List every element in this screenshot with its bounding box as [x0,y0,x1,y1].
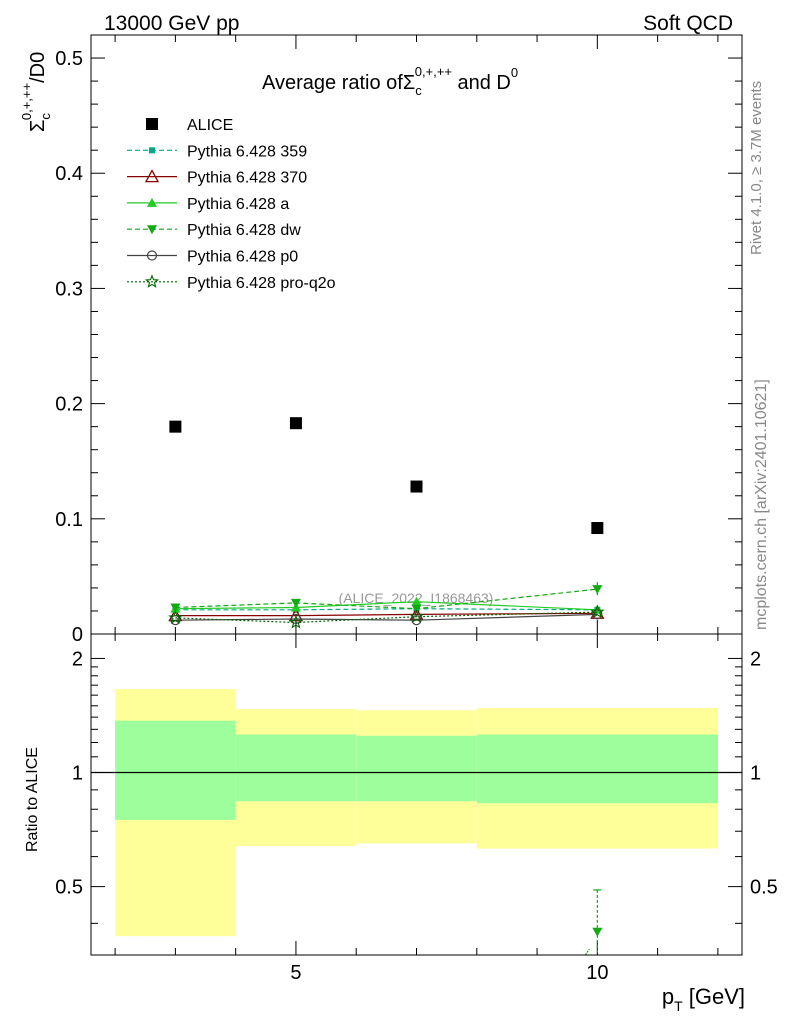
main-ytick-label: 0.5 [55,48,83,70]
x-tick-label: 10 [586,962,608,984]
x-axis-label: pT [GeV] [662,984,745,1014]
legend-label: Pythia 6.428 pro-q2o [187,275,336,292]
stat-uncertainty-band [356,735,477,802]
energy-label: 13000 GeV pp [104,12,239,35]
chart-title: Average ratio ofΣc 0,+,++ and D0 [262,64,518,98]
title-subscript: c [415,83,422,98]
data-point [168,610,183,624]
ratio-frame [90,633,743,956]
ratio-points [584,889,603,956]
rivet-label: Rivet 4.1.0, ≥ 3.7M events [748,81,765,255]
legend-marker [144,169,160,183]
xlabel-subscript: T [674,998,683,1014]
data-point [290,598,301,608]
ratio-data-point [592,927,603,937]
stat-uncertainty-band [235,734,357,802]
ratio-y-axis-label: Ratio to ALICE [24,747,41,852]
legend-marker [147,197,157,207]
series-6 [168,604,605,629]
stat-uncertainty-band [115,720,236,820]
data-point [591,522,604,535]
series-0 [169,417,604,535]
legend-label: Pythia 6.428 p0 [187,249,298,266]
main-y-axis-label: Σc 0,+,++/D0 [19,52,53,132]
xlabel-main: p [662,984,674,1009]
series-line [175,611,598,624]
legend-entry: Pythia 6.428 pro-q2o [127,274,336,292]
main-ytick-label: 0 [72,624,83,646]
data-point [592,585,603,595]
series-line [175,612,598,617]
title-symbol: Σ [403,72,415,94]
ratio-ytick-label-right: 0.5 [750,877,778,899]
legend: ALICE Pythia 6.428 359 Pythia 6.428 370 Pyt… [127,117,336,292]
mcplots-label: mcplots.cern.ch [arXiv:2401.10621] [753,379,770,630]
main-ytick-label: 0.1 [55,509,83,531]
ratio-ytick-label-right: 2 [750,648,761,670]
ratio-panel: 0.5 0.5 1 1 2 2 5 10 [55,633,778,984]
ratio-ytick-label-left: 0.5 [55,877,83,899]
data-point [288,614,304,629]
title-prefix: Average ratio of [262,72,403,94]
ylabel-superscript: 0,+,++ [19,83,34,120]
legend-label: Pythia 6.428 a [187,196,289,213]
main-ytick-label: 0.2 [55,394,83,416]
legend-label: Pythia 6.428 dw [187,222,301,239]
ratio-ticks: 0.5 0.5 1 1 2 2 5 10 [55,634,778,984]
x-tick-label: 5 [290,962,301,984]
data-point [289,417,302,430]
data-point [411,596,422,606]
title-middle: and D [452,72,511,94]
legend-marker [146,118,158,130]
legend-marker [149,147,155,154]
category-label: Soft QCD [643,12,733,35]
main-ytick-label: 0.3 [55,278,83,300]
ratio-offscale-line [584,948,590,956]
ylabel-subscript: c [38,113,53,120]
data-point [169,420,182,433]
main-series [168,417,605,629]
legend-entry: Pythia 6.428 a [127,196,289,213]
data-point [290,613,302,625]
xlabel-rest: [GeV] [683,984,745,1009]
title-superscript-2: 0 [511,65,518,80]
data-point [592,609,603,620]
series-line [175,601,598,611]
main-ytick-label: 0.4 [55,163,83,185]
legend-entry: Pythia 6.428 359 [127,143,307,160]
data-point [411,604,422,614]
ratio-ytick-label-right: 1 [750,763,761,785]
data-point [410,480,423,493]
ylabel-rest: /D0 [27,52,49,83]
main-panel: 00.10.20.30.40.5 (ALICE_2022_I1868463) [55,34,743,646]
legend-marker [147,225,157,235]
data-point [170,603,181,613]
legend-marker [144,274,160,288]
ylabel-symbol: Σ [27,120,49,132]
data-point [409,609,424,623]
series-line [175,588,598,610]
stat-uncertainty-band [476,734,718,804]
legend-marker [146,250,158,261]
legend-label: Pythia 6.428 359 [187,143,307,160]
series-5 [170,609,603,626]
legend-label: Pythia 6.428 370 [187,170,307,187]
legend-entry: ALICE [146,117,233,134]
data-point [590,604,605,619]
title-superscript: 0,+,++ [415,64,452,79]
ratio-bands [91,689,742,937]
data-point [411,615,422,626]
legend-label: ALICE [187,117,233,134]
data-point [170,615,181,626]
series-line [175,608,598,611]
legend-entry: Pythia 6.428 370 [127,169,307,187]
legend-entry: Pythia 6.428 p0 [127,249,298,266]
data-point [592,604,603,614]
main-y-ticks: 0 0.1 0.2 0.3 0.4 0.5 [55,35,742,646]
ratio-ytick-label-left: 2 [72,648,83,670]
ratio-ytick-label-left: 1 [72,763,83,785]
series-4 [170,582,603,614]
legend-entry: Pythia 6.428 dw [127,222,301,239]
